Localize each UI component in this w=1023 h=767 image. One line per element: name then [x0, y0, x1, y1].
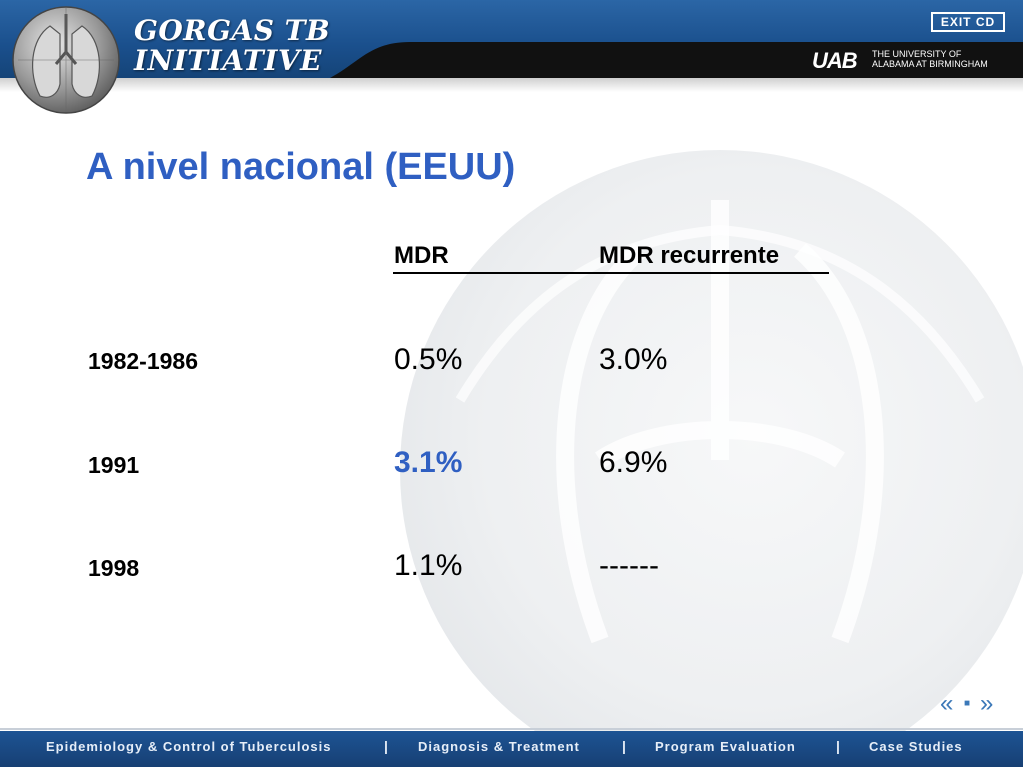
row-year-3: 1998 — [88, 555, 140, 581]
footer-link-diagnosis[interactable]: Diagnosis & Treatment — [418, 739, 580, 754]
footer-separator: | — [836, 738, 840, 754]
cell-mdr-1: 0.5% — [394, 343, 463, 376]
cell-recurrent-3: ------ — [599, 549, 659, 582]
exit-cd-button[interactable]: EXIT CD — [931, 12, 1005, 32]
footer-link-case-studies[interactable]: Case Studies — [869, 739, 963, 754]
logo-line-2: INITIATIVE — [134, 44, 322, 77]
column-header-mdr-recurrente: MDR recurrente — [599, 242, 780, 269]
footer-separator: | — [384, 738, 388, 754]
uab-logo: UAB — [812, 48, 858, 73]
footer-nav: Epidemiology & Control of Tuberculosis |… — [0, 731, 1023, 767]
slide-title: A nivel nacional (EEUU) — [86, 146, 516, 188]
footer-divider — [0, 728, 1023, 730]
cell-mdr-3: 1.1% — [394, 549, 463, 582]
lung-globe-logo-icon — [12, 6, 120, 114]
header-shadow — [0, 78, 1023, 92]
uab-university-name: THE UNIVERSITY OF ALABAMA AT BIRMINGHAM — [872, 49, 1022, 69]
gorgas-logo-text: GORGAS TB INITIATIVE — [134, 16, 330, 76]
prev-slide-icon[interactable]: « — [940, 690, 954, 717]
header-black-band — [330, 42, 1023, 78]
logo-line-1: GORGAS TB — [134, 14, 331, 47]
row-year-1: 1982-1986 — [88, 348, 198, 374]
home-slide-icon[interactable]: ■ — [964, 698, 971, 709]
cell-mdr-2: 3.1% — [394, 446, 463, 479]
header-underline — [393, 272, 829, 274]
footer-link-epidemiology[interactable]: Epidemiology & Control of Tuberculosis — [46, 739, 332, 754]
footer-link-program-evaluation[interactable]: Program Evaluation — [655, 739, 796, 754]
footer-separator: | — [622, 738, 626, 754]
cell-recurrent-2: 6.9% — [599, 446, 668, 479]
uab-name-line-2: ALABAMA AT BIRMINGHAM — [872, 59, 988, 69]
next-slide-icon[interactable]: » — [980, 690, 994, 717]
cell-recurrent-1: 3.0% — [599, 343, 668, 376]
row-year-2: 1991 — [88, 452, 140, 478]
column-header-mdr: MDR — [394, 242, 449, 269]
uab-name-line-1: THE UNIVERSITY OF — [872, 49, 962, 59]
